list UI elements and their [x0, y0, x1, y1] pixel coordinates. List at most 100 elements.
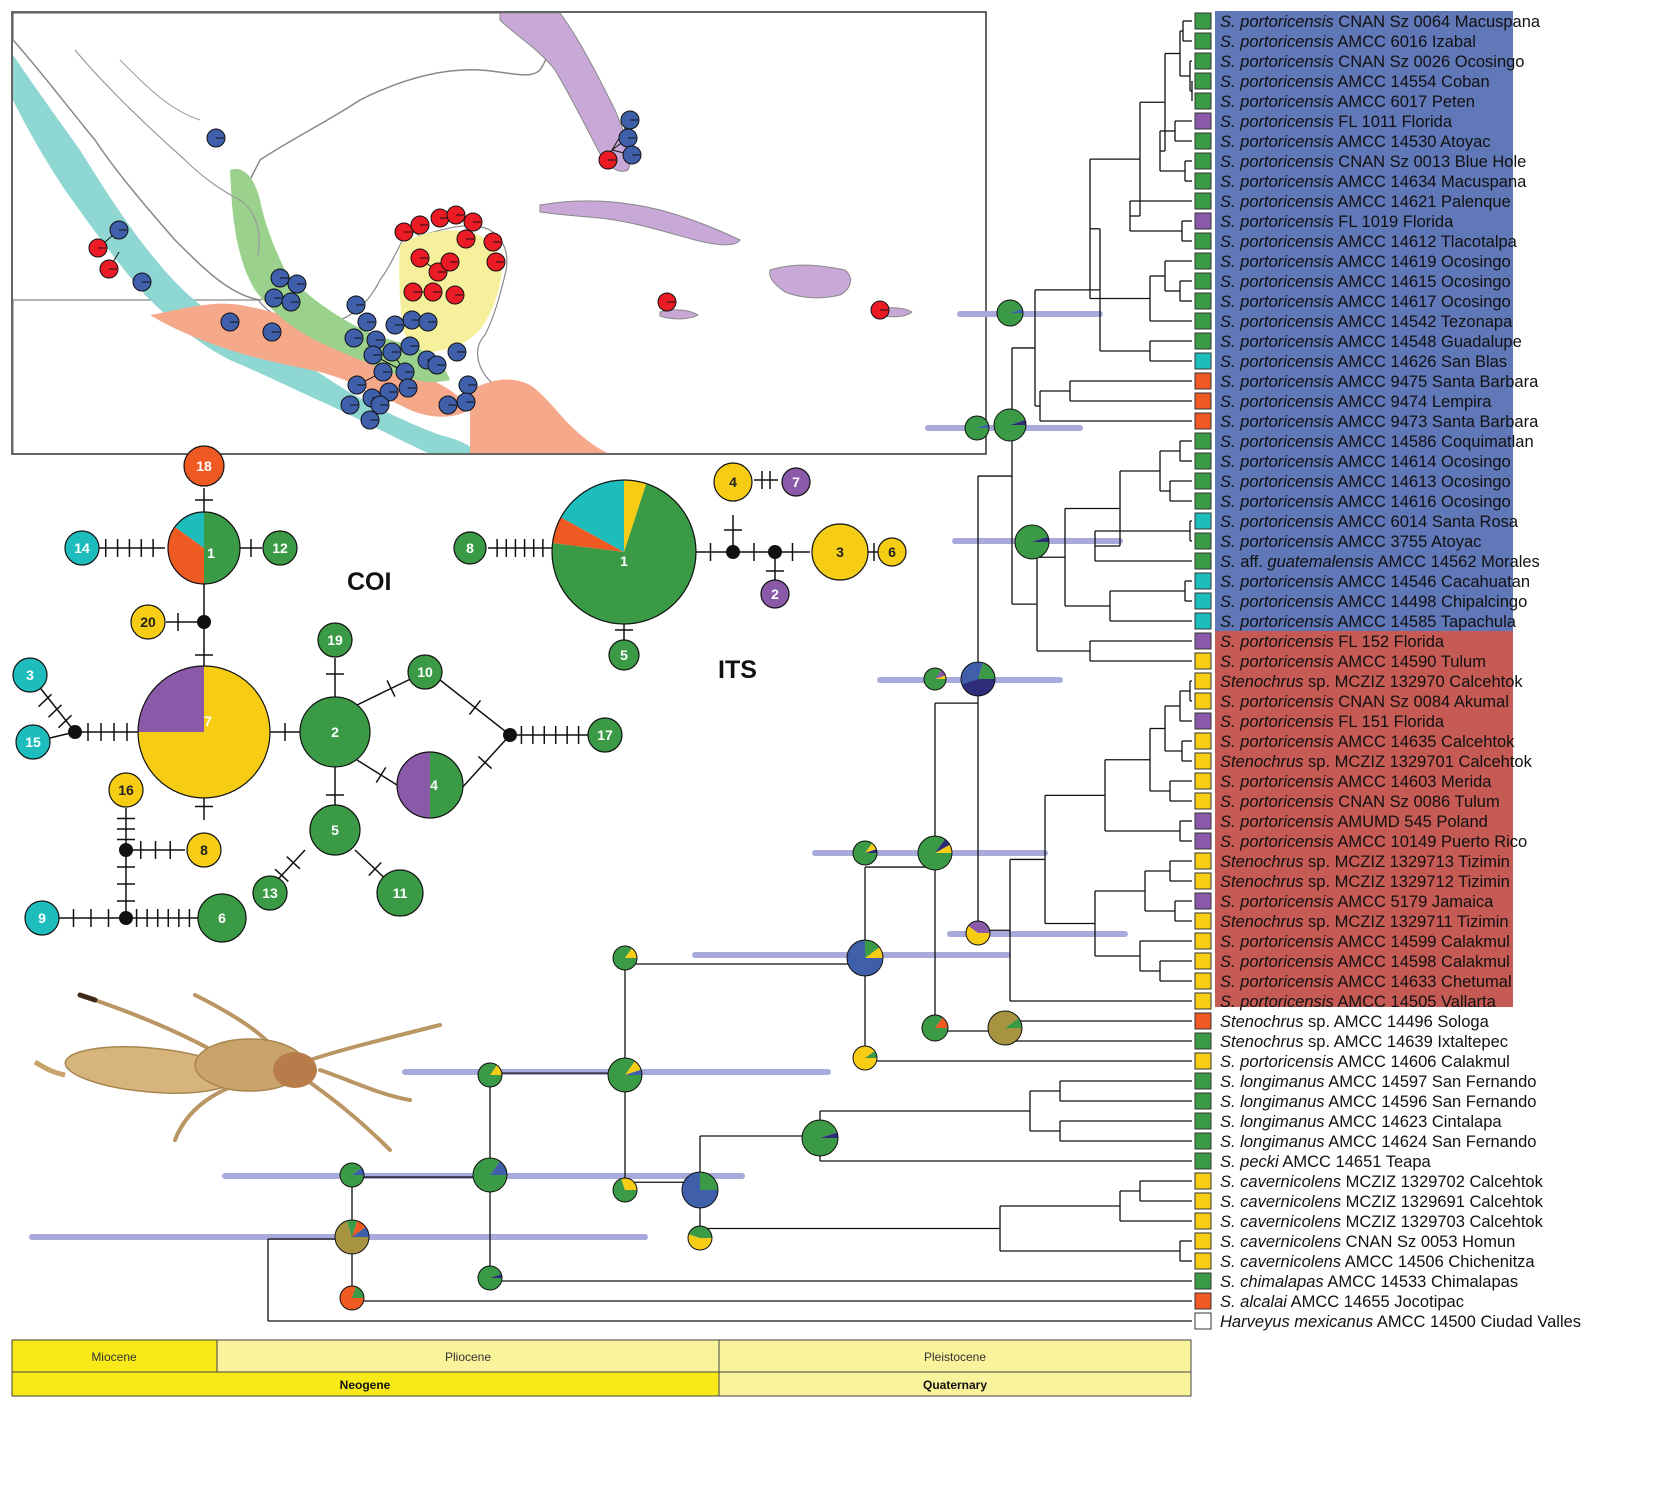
tip-label-voucher: AMCC 14619 Ocosingo	[1334, 253, 1511, 271]
tip-label-species: S. longimanus	[1220, 1073, 1325, 1091]
map-pin	[400, 336, 420, 356]
border-line	[74, 49, 260, 256]
tip-label: Stenochrus sp. MCZIZ 1329713 Tizimin	[1220, 853, 1510, 871]
coi-haplotype-label: 8	[200, 842, 208, 858]
node-pie	[1014, 524, 1050, 560]
tip-label-species: S. portoricensis	[1220, 653, 1334, 671]
coi-haplotype-label: 12	[272, 540, 288, 556]
tip-label-species: S. longimanus	[1220, 1113, 1325, 1131]
tip-label-species: S. portoricensis	[1220, 133, 1334, 151]
epoch-pliocene-label: Pliocene	[445, 1350, 491, 1364]
node-pie	[993, 408, 1027, 442]
pie-slice	[820, 1132, 838, 1138]
map-pin	[463, 212, 483, 232]
tip-color-square	[1194, 152, 1212, 170]
tip-label-species: S. portoricensis	[1220, 893, 1334, 911]
coi-haplotype-network: 18 1 14 12 20 3 15 7 19 2 10 4 17 5 13 11 16 8 9 6	[12, 445, 623, 943]
tip-label-species: S. portoricensis	[1220, 433, 1334, 451]
pie-slice	[130, 604, 166, 640]
node-pie	[612, 1177, 638, 1203]
map-pin	[382, 342, 402, 362]
tip-color-square	[1194, 632, 1212, 650]
tip-label: S. portoricensis AMCC 6017 Peten	[1220, 93, 1475, 111]
tip-label-species: S. portoricensis	[1220, 293, 1334, 311]
map-pin	[206, 128, 226, 148]
tip-label: S. portoricensis CNAN Sz 0086 Tulum	[1220, 793, 1500, 811]
tip-label-species: S. portoricensis	[1220, 213, 1334, 231]
tip-color-square	[1194, 912, 1212, 930]
pie-outline	[472, 1157, 508, 1193]
epoch-miocene	[11, 1339, 218, 1373]
tip-label-voucher: AMCC 14505 Vallarta	[1334, 993, 1497, 1011]
tip-label-species: Stenochrus	[1220, 873, 1303, 891]
pie-slice	[587, 717, 623, 753]
tip-label-voucher: sp. MCZIZ 1329713 Tizimin	[1303, 853, 1509, 871]
map-pin	[262, 322, 282, 342]
tip-label-voucher: AMCC 14562 Morales	[1374, 553, 1540, 571]
tip-color-square	[1194, 1152, 1212, 1170]
node-pie	[612, 945, 638, 971]
tip-label: S. portoricensis FL 151 Florida	[1220, 713, 1445, 731]
tip-label-voucher: AMCC 14626 San Blas	[1334, 353, 1507, 371]
tip-label-species: S. portoricensis	[1220, 453, 1334, 471]
tip-label: S. portoricensis AMCC 14542 Tezonapa	[1220, 313, 1513, 331]
pie-slice	[407, 654, 443, 690]
pie-outline	[339, 1162, 365, 1188]
pie-slice	[204, 512, 240, 584]
tip-label-voucher: AMCC 14615 Ocosingo	[1334, 273, 1511, 291]
tip-label: S. portoricensis AMCC 6016 Izabal	[1220, 33, 1476, 51]
pie-slice	[760, 579, 790, 609]
tip-label: S. portoricensis AMCC 14633 Chetumal	[1220, 973, 1512, 991]
its-haplotype-label: 6	[888, 544, 896, 560]
median-vector	[119, 911, 133, 925]
clade-blue-background	[1215, 11, 1513, 631]
tip-label-voucher: AMCC 14651 Teapa	[1279, 1153, 1432, 1171]
tip-color-square	[1194, 652, 1212, 670]
period-quaternary	[718, 1371, 1192, 1397]
tip-label-voucher: AMCC 14617 Ocosingo	[1334, 293, 1511, 311]
tip-label: S. portoricensis AMCC 6014 Santa Rosa	[1220, 513, 1519, 531]
tip-label: S. cavernicolens MCZIZ 1329691 Calcehtok	[1220, 1193, 1544, 1211]
node-pie	[852, 840, 878, 866]
mutation-mark	[47, 704, 63, 718]
pie-slice	[430, 752, 463, 818]
tip-label-species: S. portoricensis	[1220, 173, 1334, 191]
coi-haplotype-16: 16	[108, 772, 144, 808]
pie-outline	[607, 1057, 643, 1093]
coi-network-title: COI	[347, 568, 391, 596]
map-pin	[379, 382, 399, 402]
coi-haplotype-9: 9	[24, 900, 60, 936]
tip-label-species: S. portoricensis	[1220, 253, 1334, 271]
mutation-mark	[468, 699, 482, 716]
pie-outline	[921, 1014, 949, 1042]
spider-flagellum	[33, 1059, 66, 1078]
tip-label: Harveyus mexicanus AMCC 14500 Ciudad Val…	[1220, 1313, 1581, 1331]
coi-haplotype-20: 20	[130, 604, 166, 640]
tip-label-voucher: MCZIZ 1329703 Calcehtok	[1341, 1213, 1544, 1231]
tip-color-square	[1194, 872, 1212, 890]
mutation-mark	[375, 766, 387, 784]
tip-color-square	[1194, 532, 1212, 550]
pie-outline	[167, 511, 241, 585]
tip-label-species: S. portoricensis	[1220, 933, 1334, 951]
tip-color-square	[1194, 1272, 1212, 1290]
tip-color-square	[1194, 392, 1212, 410]
map-pin	[483, 232, 503, 252]
tip-label: S. alcalai AMCC 14655 Jocotipac	[1220, 1293, 1464, 1311]
tip-label: Stenochrus sp. MCZIZ 1329712 Tizimin	[1220, 873, 1510, 891]
tip-color-square	[1194, 332, 1212, 350]
tip-color-square	[1194, 932, 1212, 950]
tip-color-square	[1194, 592, 1212, 610]
tip-color-square	[1194, 992, 1212, 1010]
tip-color-square	[1194, 132, 1212, 150]
map-pin	[270, 268, 290, 288]
tip-color-square	[1194, 352, 1212, 370]
node-pie	[477, 1062, 503, 1088]
map-pin	[363, 345, 383, 365]
tip-label-voucher: CNAN Sz 0053 Homun	[1341, 1233, 1515, 1251]
tip-color-square	[1194, 172, 1212, 190]
map-pin	[438, 395, 458, 415]
coi-haplotype-4: 4	[396, 751, 464, 819]
node-pie	[987, 1010, 1023, 1046]
map-pin	[456, 229, 476, 249]
